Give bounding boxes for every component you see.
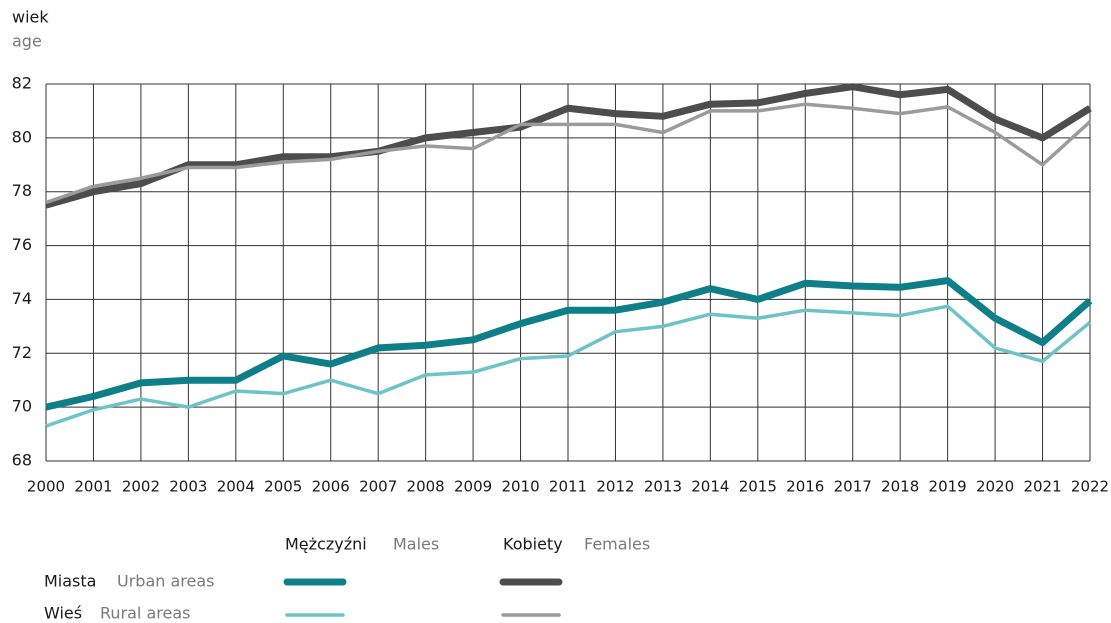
legend-column: Mężczyźni [285, 535, 367, 554]
x-tick-label: 2009 [454, 478, 492, 496]
x-tick-label: 2006 [312, 478, 350, 496]
x-tick-label: 2015 [739, 478, 777, 496]
x-tick-label: 2011 [549, 478, 587, 496]
x-tick-label: 2012 [596, 478, 634, 496]
series-line [45, 277, 1093, 411]
x-tick-label: 2008 [407, 478, 445, 496]
legend-row-en: Rural areas [100, 604, 190, 623]
x-tick-label: 2014 [691, 478, 729, 496]
legend-row: Wieś [44, 604, 82, 623]
x-tick-label: 2001 [74, 478, 112, 496]
x-tick-label: 2013 [644, 478, 682, 496]
x-tick-label: 2021 [1023, 478, 1061, 496]
x-tick-label: 2016 [786, 478, 824, 496]
legend-row-en: Urban areas [117, 572, 215, 591]
y-tick-label: 80 [12, 127, 32, 146]
y-tick-label: 72 [12, 343, 32, 362]
y-tick-label: 76 [12, 235, 32, 254]
y-tick-label: 78 [12, 181, 32, 200]
x-tick-label: 2003 [169, 478, 207, 496]
x-tick-label: 2005 [264, 478, 302, 496]
x-tick-label: 2004 [217, 478, 255, 496]
x-tick-label: 2007 [359, 478, 397, 496]
y-tick-label: 68 [12, 451, 32, 470]
series-line [45, 102, 1092, 205]
x-tick-label: 2019 [929, 478, 967, 496]
y-axis-label: wiek [12, 8, 49, 27]
y-axis-label-en: age [12, 32, 42, 51]
legend-row: Miasta [44, 572, 96, 591]
legend-column-en: Males [393, 535, 439, 554]
x-tick-label: 2018 [881, 478, 919, 496]
y-tick-label: 70 [12, 397, 32, 416]
y-tick-label: 74 [12, 289, 32, 308]
x-tick-label: 2020 [976, 478, 1014, 496]
x-tick-label: 2017 [834, 478, 872, 496]
x-tick-label: 2002 [122, 478, 160, 496]
x-tick-label: 2010 [501, 478, 539, 496]
legend-column: Kobiety [503, 535, 563, 554]
series-line [45, 83, 1092, 209]
legend-column-en: Females [584, 535, 650, 554]
series-line [45, 304, 1092, 428]
x-tick-label: 2022 [1071, 478, 1109, 496]
y-tick-label: 82 [12, 74, 32, 93]
x-tick-label: 2000 [27, 478, 65, 496]
